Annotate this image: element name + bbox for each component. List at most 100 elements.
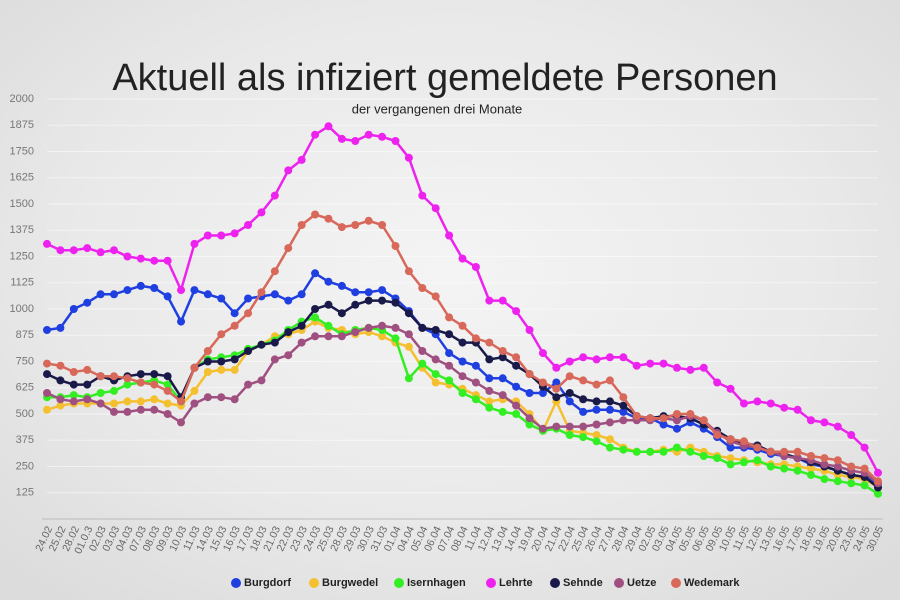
data-point — [123, 374, 132, 383]
data-point — [43, 405, 51, 414]
data-point — [56, 246, 65, 255]
data-point — [177, 286, 186, 295]
data-point — [445, 349, 454, 358]
data-point — [458, 389, 467, 397]
data-point — [619, 393, 628, 402]
legend-marker — [309, 578, 319, 588]
data-point — [806, 464, 815, 473]
data-point — [324, 122, 333, 131]
data-point — [378, 221, 387, 229]
data-point — [56, 395, 65, 404]
data-point — [552, 363, 561, 372]
data-point — [874, 468, 882, 477]
data-point — [431, 378, 440, 387]
data-point — [672, 424, 681, 433]
data-point — [190, 363, 199, 372]
data-point — [605, 418, 614, 427]
data-point — [766, 447, 775, 456]
data-point — [136, 281, 145, 290]
data-point — [284, 328, 293, 337]
data-point — [820, 460, 829, 469]
data-point — [431, 370, 440, 379]
data-point — [847, 431, 856, 439]
data-point — [552, 384, 561, 393]
data-point — [378, 132, 387, 141]
data-point — [136, 397, 145, 406]
data-point — [726, 443, 735, 452]
data-point — [847, 462, 856, 471]
data-point — [445, 361, 454, 370]
data-point — [96, 399, 105, 408]
data-point — [525, 389, 534, 397]
data-point — [284, 351, 293, 360]
data-point — [257, 288, 266, 297]
data-point — [485, 338, 494, 347]
data-point — [244, 380, 253, 389]
data-point — [726, 435, 735, 444]
data-point — [163, 372, 172, 381]
data-point — [404, 153, 413, 162]
data-point — [83, 244, 92, 253]
data-point — [56, 401, 65, 410]
data-point — [713, 454, 722, 463]
data-point — [83, 365, 92, 374]
data-point — [619, 445, 628, 454]
data-point — [431, 292, 440, 301]
data-point — [525, 370, 534, 379]
data-point — [833, 456, 842, 465]
data-point — [378, 286, 387, 295]
data-point — [364, 130, 373, 139]
legend-marker — [550, 578, 560, 588]
data-point — [780, 447, 789, 456]
data-point — [780, 403, 789, 412]
data-point — [83, 395, 92, 404]
data-point — [364, 288, 373, 297]
data-point — [619, 353, 628, 362]
data-point — [565, 397, 574, 406]
data-point — [43, 326, 51, 334]
data-point — [699, 363, 708, 372]
data-point — [847, 479, 856, 488]
data-point — [592, 437, 601, 446]
y-tick-label: 250 — [16, 460, 34, 472]
data-point — [110, 372, 119, 381]
data-point — [297, 321, 306, 330]
data-point — [538, 424, 547, 433]
data-point — [297, 338, 306, 347]
data-point — [244, 347, 253, 355]
data-point — [686, 365, 695, 374]
data-point — [485, 296, 494, 305]
data-point — [203, 347, 212, 355]
data-point — [123, 252, 132, 261]
data-point — [378, 332, 387, 341]
data-point — [150, 284, 159, 292]
data-point — [498, 353, 507, 362]
data-point — [592, 420, 601, 429]
data-point — [270, 191, 279, 200]
y-tick-label: 1500 — [10, 198, 34, 210]
data-point — [311, 210, 320, 219]
data-point — [163, 380, 172, 389]
data-point — [766, 462, 775, 471]
data-point — [579, 353, 588, 362]
data-point — [552, 393, 561, 402]
legend-label: Burgdorf — [244, 577, 291, 589]
data-point — [699, 452, 708, 460]
data-point — [619, 401, 628, 410]
y-tick-label: 2000 — [10, 93, 34, 105]
data-point — [793, 447, 802, 456]
data-point — [324, 321, 333, 330]
data-point — [833, 462, 842, 471]
data-point — [123, 380, 132, 389]
data-point — [203, 393, 212, 402]
data-point — [445, 231, 454, 240]
data-point — [43, 239, 51, 248]
legend-label: Uetze — [627, 577, 656, 589]
data-point — [270, 355, 279, 364]
data-point — [512, 410, 521, 418]
data-point — [351, 300, 360, 309]
data-point — [860, 464, 869, 473]
data-point — [471, 334, 480, 343]
data-point — [565, 389, 574, 397]
data-point — [83, 298, 92, 307]
